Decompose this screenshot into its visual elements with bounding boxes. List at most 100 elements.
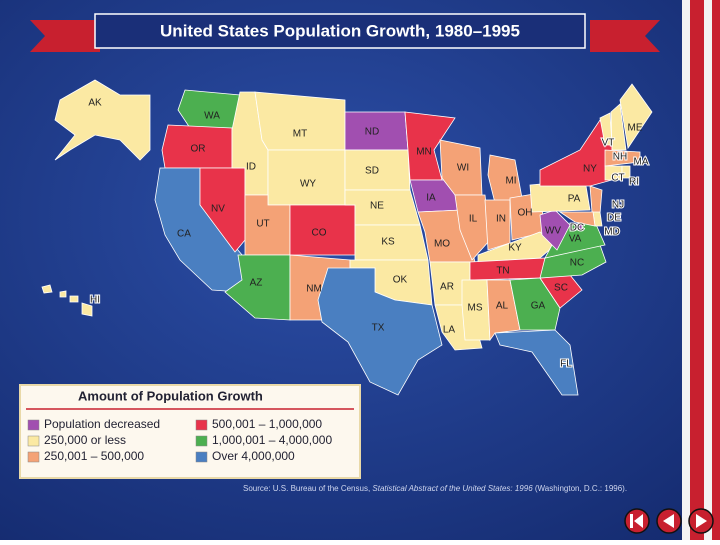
source-prefix: Source: U.S. Bureau of the Census, — [243, 484, 372, 493]
state-label: FL — [560, 359, 572, 370]
state-label: AK — [88, 98, 102, 109]
state-label: AL — [496, 301, 509, 312]
state-label: NY — [583, 164, 597, 175]
legend: Amount of Population Growth Population d… — [19, 384, 361, 479]
state-shape — [558, 211, 596, 227]
state-shape — [619, 83, 653, 150]
state-shape — [81, 302, 93, 317]
state-label: MA — [634, 157, 649, 168]
state-shape — [575, 223, 583, 231]
legend-label: 250,000 or less — [44, 433, 126, 447]
state-label: NM — [306, 284, 322, 295]
state-shape — [267, 149, 346, 206]
state-label: IA — [426, 193, 436, 204]
state-label: NC — [570, 258, 584, 269]
source-publication: Statistical Abstract of the United State… — [372, 484, 533, 493]
state-label: NJ — [612, 200, 624, 211]
state-label: SC — [554, 283, 568, 294]
state-label: TN — [496, 266, 509, 277]
legend-swatch — [27, 419, 40, 431]
state-label: MN — [416, 147, 432, 158]
state-label: PA — [568, 194, 581, 205]
state-label: MT — [293, 129, 307, 140]
legend-label: 500,001 – 1,000,000 — [212, 417, 322, 431]
state-shape — [254, 91, 346, 151]
state-shape — [486, 279, 521, 342]
state-label: WY — [300, 179, 316, 190]
state-label: CO — [312, 228, 327, 239]
state-label: HI — [90, 295, 100, 306]
legend-label: 1,000,001 – 4,000,000 — [212, 433, 332, 447]
state-label: WI — [457, 163, 469, 174]
state-label: OH — [518, 208, 533, 219]
state-label: OR — [191, 144, 206, 155]
next-button[interactable] — [688, 508, 714, 534]
state-label: IN — [496, 214, 506, 225]
legend-swatch — [195, 419, 208, 431]
state-shape — [589, 185, 603, 215]
state-label: WA — [204, 111, 220, 122]
state-label: VT — [602, 138, 615, 149]
state-shape — [454, 194, 491, 261]
state-label: IL — [469, 214, 478, 225]
state-label: ME — [628, 123, 643, 134]
previous-button[interactable] — [656, 508, 682, 534]
state-label: ID — [246, 162, 256, 173]
legend-label: Over 4,000,000 — [212, 449, 295, 463]
legend-swatch — [27, 451, 40, 463]
state-label: TX — [372, 323, 385, 334]
state-label: MO — [434, 239, 450, 250]
state-label: VA — [569, 234, 582, 245]
state-label: NH — [613, 152, 627, 163]
legend-swatch — [195, 451, 208, 463]
nav-buttons — [624, 508, 714, 534]
legend-title: Amount of Population Growth — [78, 388, 263, 403]
state-label: ND — [365, 127, 379, 138]
state-label: NV — [211, 204, 225, 215]
flag-edge — [682, 0, 720, 540]
state-shape — [604, 149, 641, 167]
state-label: AR — [440, 282, 454, 293]
state-label: DE — [607, 213, 621, 224]
state-label: DC — [570, 223, 584, 234]
state-shape — [69, 295, 79, 303]
state-label: RI — [629, 177, 639, 188]
state-shape — [610, 103, 627, 151]
state-label: NE — [370, 201, 384, 212]
source-suffix: (Washington, D.C.: 1996). — [533, 484, 627, 493]
state-label: UT — [256, 219, 269, 230]
state-shape — [54, 79, 151, 161]
state-label: MD — [604, 227, 620, 238]
state-label: CT — [611, 173, 624, 184]
legend-swatch — [27, 435, 40, 447]
legend-swatch — [195, 435, 208, 447]
legend-label: Population decreased — [44, 417, 160, 431]
state-label: AZ — [250, 278, 263, 289]
state-label: WV — [545, 226, 561, 237]
state-shape — [461, 279, 491, 341]
state-shape — [484, 199, 511, 251]
state-shape — [177, 89, 241, 129]
state-shape — [509, 277, 561, 331]
state-label: MS — [468, 303, 483, 314]
first-button[interactable] — [624, 508, 650, 534]
state-label: SD — [365, 166, 379, 177]
state-shape — [604, 165, 623, 181]
state-shape — [317, 267, 443, 396]
state-shape — [41, 284, 53, 294]
state-label: CA — [177, 229, 191, 240]
source-note: Source: U.S. Bureau of the Census, Stati… — [243, 484, 627, 493]
state-label: LA — [443, 325, 456, 336]
state-label: KY — [508, 243, 522, 254]
state-shape — [621, 165, 631, 179]
title-banner: United States Population Growth, 1980–19… — [30, 13, 660, 52]
legend-label: 250,001 – 500,000 — [44, 449, 144, 463]
state-shape — [59, 290, 67, 298]
state-label: OK — [393, 275, 408, 286]
state-label: MI — [505, 176, 516, 187]
state-label: KS — [381, 237, 395, 248]
title: United States Population Growth, 1980–19… — [160, 21, 520, 40]
us-map: AK HI WA OR CA NV ID MT WY UT CO AZ NM ND SD NE KS OK TX MN… — [41, 79, 653, 396]
state-label: GA — [531, 301, 546, 312]
